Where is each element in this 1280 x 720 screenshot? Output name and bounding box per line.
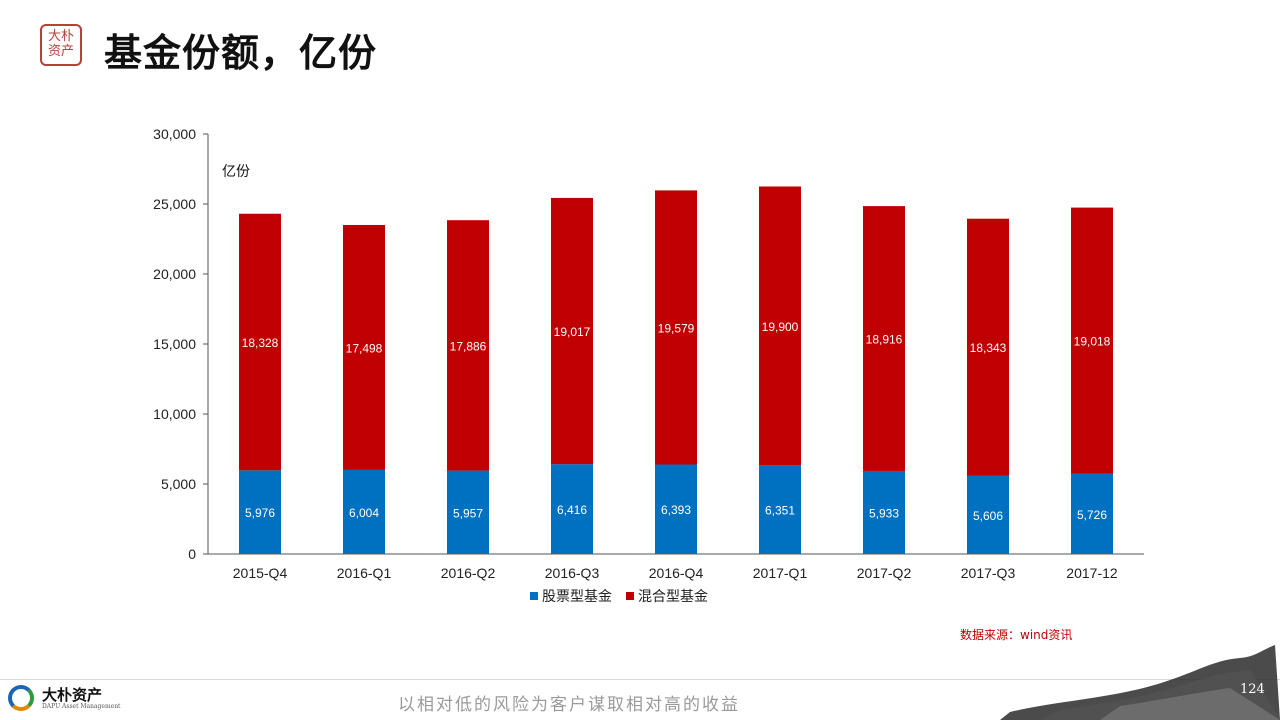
bar-segment-mixed [759,186,801,466]
data-label-stock: 6,351 [765,504,795,518]
bar-segment-mixed [239,213,281,471]
x-tick-label: 2015-Q4 [233,565,288,581]
bar-segment-stock [343,469,385,554]
x-tick-label: 2016-Q2 [441,565,496,581]
bar-segment-stock [447,470,489,554]
x-tick-label: 2016-Q1 [337,565,392,581]
brand-seal-logo: 大朴 资产 [40,24,82,66]
data-label-mixed: 17,886 [450,339,487,353]
x-tick-label: 2017-Q3 [961,565,1016,581]
data-source-note: 数据来源：wind资讯 [960,628,1073,642]
company-subtitle: DAPU Asset Management [42,703,121,710]
bar-segment-mixed [447,220,489,471]
x-tick-label: 2016-Q3 [545,565,600,581]
y-tick-label: 10,000 [153,406,196,422]
bar-segment-mixed [967,218,1009,476]
data-label-mixed: 19,018 [1074,335,1111,349]
footer-divider [0,679,1280,680]
data-label-stock: 5,606 [973,509,1003,523]
ink-landscape-decoration [1000,645,1280,720]
company-name: 大朴资产 [42,686,103,704]
data-label-mixed: 19,900 [762,320,799,334]
data-label-mixed: 18,328 [242,336,279,350]
page-number: 124 [1240,682,1265,697]
data-label-mixed: 18,916 [866,333,903,347]
x-tick-label: 2017-Q2 [857,565,912,581]
y-tick-label: 25,000 [153,196,196,212]
bar-segment-mixed [1071,207,1113,474]
data-label-mixed: 19,579 [658,321,695,335]
data-label-stock: 5,726 [1077,508,1107,522]
data-label-stock: 6,416 [557,503,587,517]
data-label-stock: 6,004 [349,506,379,520]
legend-label-stock: 股票型基金 [542,589,612,605]
y-tick-label: 5,000 [161,476,196,492]
data-label-stock: 5,976 [245,506,275,520]
page-title: 基金份额，亿份 [104,31,378,75]
bar-segment-stock [239,470,281,554]
bar-segment-stock [655,464,697,554]
bar-segment-stock [551,464,593,554]
y-tick-label: 30,000 [153,126,196,142]
data-label-stock: 5,933 [869,506,899,520]
bar-segment-mixed [863,206,905,471]
chart-legend: 股票型基金 混合型基金 [530,586,708,606]
bar-segment-mixed [551,197,593,465]
bar-segment-stock [759,465,801,554]
x-tick-label: 2017-12 [1066,565,1118,581]
company-logo: 大朴资产 DAPU Asset Management [8,684,128,716]
data-label-mixed: 18,343 [970,341,1007,355]
logo-ring-icon [8,685,34,711]
legend-item-mixed: 混合型基金 [626,586,708,606]
y-unit-label: 亿份 [222,164,250,180]
legend-swatch-mixed [626,592,634,600]
bar-segment-mixed [343,224,385,470]
bar-segment-stock [967,475,1009,554]
y-tick-label: 0 [188,546,196,562]
y-tick-label: 15,000 [153,336,196,352]
data-label-stock: 6,393 [661,503,691,517]
x-tick-label: 2017-Q1 [753,565,808,581]
y-tick-label: 20,000 [153,266,196,282]
legend-item-stock: 股票型基金 [530,586,612,606]
data-label-mixed: 17,498 [346,341,383,355]
data-label-mixed: 19,017 [554,325,591,339]
bar-segment-mixed [655,190,697,465]
data-label-stock: 5,957 [453,506,483,520]
bar-segment-stock [863,470,905,554]
legend-swatch-stock [530,592,538,600]
legend-label-mixed: 混合型基金 [638,589,708,605]
x-tick-label: 2016-Q4 [649,565,704,581]
bar-segment-stock [1071,473,1113,554]
footer-slogan: 以相对低的风险为客户谋取相对高的收益 [398,695,740,715]
